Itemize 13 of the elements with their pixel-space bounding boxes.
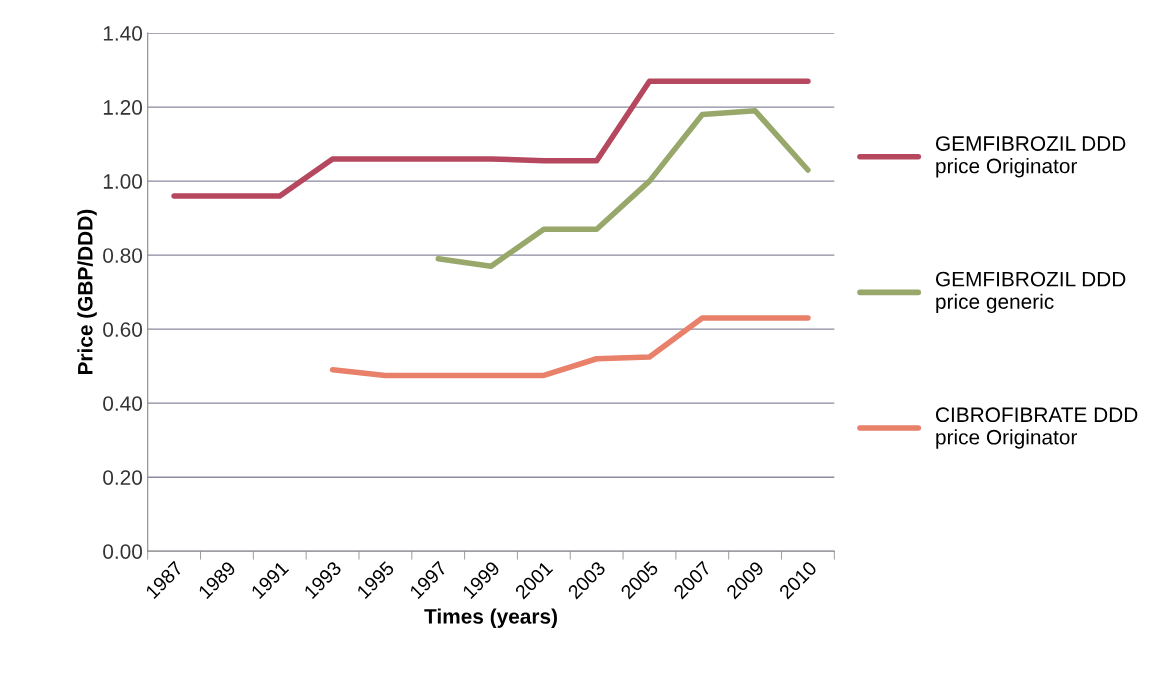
x-axis-title: Times (years) (424, 608, 557, 628)
y-tick-label: 0.20 (103, 470, 143, 485)
legend-label: CIBROFIBRATE DDD price Originator (936, 407, 1138, 449)
y-tick-label: 1.40 (103, 26, 143, 41)
y-tick-label: 0.00 (103, 544, 143, 559)
y-tick-label: 1.00 (103, 174, 143, 189)
y-tick-label: 0.40 (103, 396, 143, 411)
y-tick-label: 0.60 (103, 322, 143, 337)
legend-label: GEMFIBROZIL DDD price generic (936, 271, 1126, 314)
y-tick-label: 1.20 (103, 100, 143, 115)
legend-label: GEMFIBROZIL DDD price Originator (936, 136, 1126, 178)
y-axis-title: Price (GBP/DDD) (77, 209, 97, 375)
y-tick-label: 0.80 (103, 248, 143, 263)
